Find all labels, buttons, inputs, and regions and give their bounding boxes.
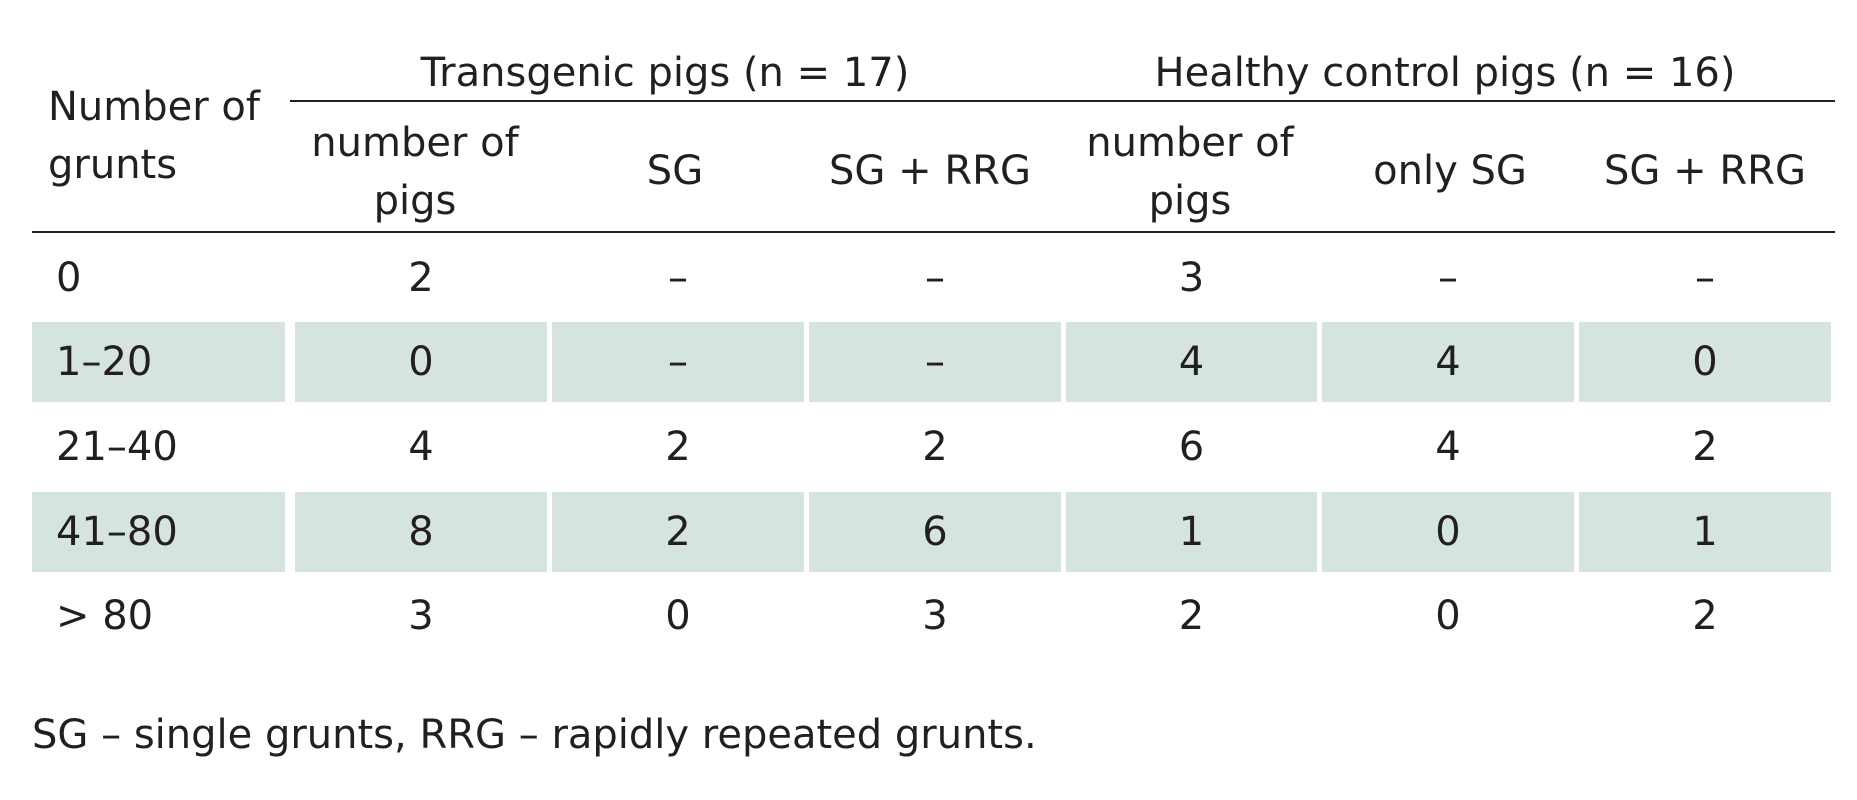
table-cell: 0 bbox=[1435, 593, 1461, 639]
table-cell: 0 bbox=[295, 322, 547, 402]
table-cell: 4 bbox=[1322, 322, 1574, 402]
table-cell: 2 bbox=[1178, 593, 1205, 639]
table-cell: – bbox=[1695, 255, 1715, 301]
table-cell: 2 bbox=[1692, 424, 1718, 470]
column-header-sg: SG bbox=[646, 148, 704, 194]
column-header-number-of-pigs-control: number of pigs bbox=[1086, 120, 1294, 224]
table-cell: 4 bbox=[1066, 322, 1317, 402]
header-bottom-rule bbox=[32, 231, 1835, 233]
table-cell: 2 bbox=[922, 424, 948, 470]
table-cell: 2 bbox=[665, 424, 691, 470]
table-cell: 4 bbox=[408, 424, 434, 470]
column-header-sg-rrg-transgenic: SG + RRG bbox=[829, 148, 1031, 194]
table-cell: 1 bbox=[1066, 492, 1317, 572]
table-cell: 0 bbox=[665, 593, 691, 639]
table-cell: – bbox=[668, 255, 688, 301]
column-header-sg-rrg-control: SG + RRG bbox=[1604, 148, 1806, 194]
group-header-transgenic: Transgenic pigs (n = 17) bbox=[420, 50, 910, 96]
row-label: > 80 bbox=[56, 593, 154, 639]
row-label: 21–40 bbox=[56, 424, 178, 470]
row-label: 1–20 bbox=[32, 322, 285, 402]
table-cell: – bbox=[809, 322, 1061, 402]
column-header-only-sg: only SG bbox=[1373, 148, 1527, 194]
table-cell: 3 bbox=[1178, 255, 1205, 301]
table-cell: 2 bbox=[408, 255, 434, 301]
table-cell: 6 bbox=[1178, 424, 1205, 470]
table-cell: 8 bbox=[295, 492, 547, 572]
table-cell: 3 bbox=[408, 593, 434, 639]
table-footnote: SG – single grunts, RRG – rapidly repeat… bbox=[32, 712, 1037, 758]
table-cell: 2 bbox=[552, 492, 804, 572]
table-cell: 2 bbox=[1692, 593, 1718, 639]
table-cell: 0 bbox=[1322, 492, 1574, 572]
table-cell: 1 bbox=[1579, 492, 1831, 572]
row-header: Number of grunts bbox=[48, 84, 260, 188]
table-cell: – bbox=[1438, 255, 1458, 301]
row-label: 0 bbox=[56, 255, 82, 301]
table-cell: – bbox=[925, 255, 945, 301]
table-cell: – bbox=[552, 322, 804, 402]
table-cell: 0 bbox=[1579, 322, 1831, 402]
table-cell: 4 bbox=[1435, 424, 1461, 470]
group-header-rule bbox=[290, 100, 1835, 102]
row-label: 41–80 bbox=[32, 492, 285, 572]
table-cell: 6 bbox=[809, 492, 1061, 572]
column-header-number-of-pigs-transgenic: number of pigs bbox=[311, 120, 519, 224]
table-cell: 3 bbox=[922, 593, 948, 639]
group-header-control: Healthy control pigs (n = 16) bbox=[1154, 50, 1736, 96]
